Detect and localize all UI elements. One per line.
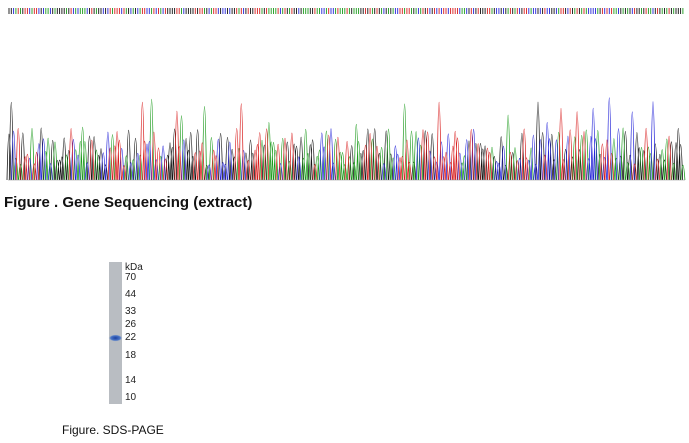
- sequence-strip: [15, 8, 684, 14]
- marker-label: 26: [125, 319, 137, 330]
- sequence-strip: [8, 8, 682, 14]
- trace: [15, 102, 672, 181]
- figure-caption: Figure . Gene Sequencing (extract): [4, 194, 253, 211]
- trace: [11, 97, 656, 181]
- unit-label: kDa: [125, 262, 143, 273]
- trace: [13, 99, 686, 181]
- marker-label: 33: [125, 306, 137, 317]
- gel-lane: [109, 262, 122, 404]
- chromatogram: [6, 8, 686, 181]
- sequence-strip: [17, 8, 670, 14]
- marker-label: 14: [125, 375, 137, 386]
- marker-label: 18: [125, 350, 137, 361]
- marker-label: 44: [125, 289, 137, 300]
- protein-band: [108, 334, 123, 342]
- trace: [6, 101, 683, 181]
- marker-label: 70: [125, 272, 137, 283]
- marker-label: 22: [125, 332, 137, 343]
- sequence-strip: [13, 8, 654, 14]
- marker-label: 10: [125, 392, 137, 403]
- figure-caption: Figure. SDS-PAGE: [62, 423, 164, 437]
